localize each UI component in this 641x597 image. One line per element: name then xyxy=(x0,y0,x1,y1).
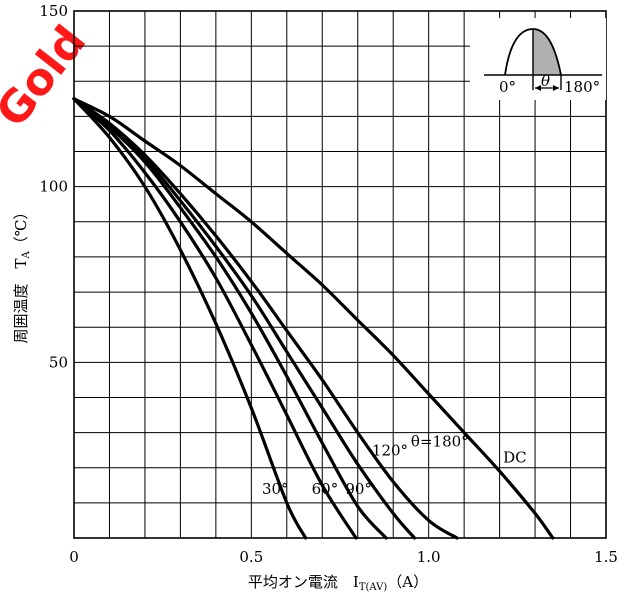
inset-waveform: 0° θ 180° xyxy=(470,18,606,100)
x-tick-label: 0 xyxy=(69,548,79,566)
series-line-2 xyxy=(72,97,388,540)
series-line-3 xyxy=(72,97,417,540)
y-axis-title-unit: （℃） xyxy=(12,204,30,251)
inset-label-end: 180° xyxy=(564,78,600,96)
x-axis-title: 平均オン電流 IT(AV)（A） xyxy=(248,573,428,593)
curve-label: θ=180° xyxy=(411,433,469,451)
x-axis-title-subscript: T(AV) xyxy=(359,582,388,593)
curves xyxy=(72,97,555,540)
y-axis-title-subscript: A xyxy=(21,251,32,260)
x-tick-label: 1.5 xyxy=(594,548,618,566)
curve-label: 120° xyxy=(372,441,408,459)
inset-label-theta: θ xyxy=(541,72,550,90)
series-line-1 xyxy=(72,97,358,540)
inset-label-start: 0° xyxy=(499,78,516,96)
series-line-5 xyxy=(72,97,555,540)
inset-shaded-area xyxy=(533,29,561,75)
curve-label: DC xyxy=(503,448,527,466)
curve-label: 60° xyxy=(312,480,339,498)
y-axis-title: 周囲温度 TA（℃） xyxy=(12,204,32,343)
y-tick-labels: 50 100 150 xyxy=(39,2,68,371)
inset-arrowhead-right xyxy=(553,85,559,91)
y-tick-label: 50 xyxy=(49,353,68,371)
x-tick-label: 1.0 xyxy=(417,548,441,566)
plot-frame xyxy=(73,10,607,539)
x-axis-title-unit: （A） xyxy=(387,573,428,591)
x-tick-label: 0.5 xyxy=(239,548,263,566)
y-tick-label: 150 xyxy=(39,2,68,20)
x-axis-title-main: 平均オン電流 I xyxy=(248,573,359,591)
watermark: Gold xyxy=(0,16,96,136)
curve-labels: 30° 60° 90° 120° θ=180° DC xyxy=(262,433,527,498)
watermark-text: Gold xyxy=(0,16,96,136)
series-line-4 xyxy=(72,97,459,540)
y-tick-label: 100 xyxy=(39,178,68,196)
y-axis-title-main: 周囲温度 T xyxy=(12,259,30,344)
curve-label: 90° xyxy=(345,480,372,498)
inset-arrowhead-left xyxy=(535,85,541,91)
series-line-0 xyxy=(72,97,308,540)
curve-label: 30° xyxy=(262,480,289,498)
x-tick-labels: 0 0.5 1.0 1.5 xyxy=(69,548,618,566)
